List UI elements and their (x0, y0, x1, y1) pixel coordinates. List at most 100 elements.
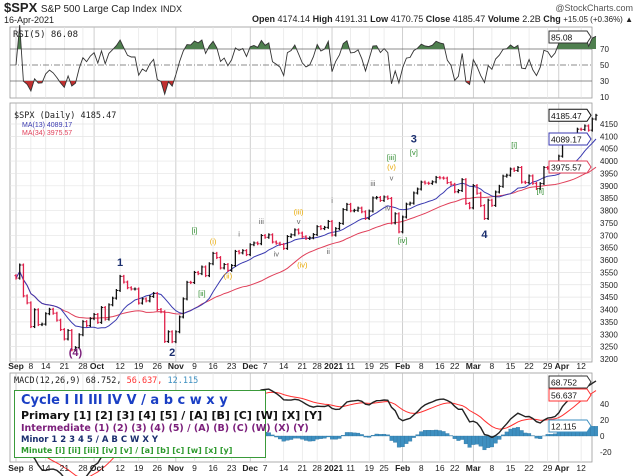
wave-label: (iv) (297, 260, 308, 269)
legend-primary: Primary [1] [2] [3] [4] [5] / [A] [B] [C… (21, 409, 323, 423)
x-tick-label: Oct (90, 361, 104, 371)
high-value: 4191.31 (335, 14, 368, 24)
macd-histogram-bar (266, 432, 271, 437)
macd-histogram-bar (471, 435, 476, 445)
x-tick-label: 22 (450, 361, 460, 371)
macd-histogram-bar (367, 435, 372, 438)
macd-histogram-bar (549, 434, 554, 437)
macd-histogram-bar (296, 435, 301, 439)
price-tick-label: 3250 (600, 343, 618, 352)
wave-label: 1 (117, 257, 123, 269)
rsi-legend: RSI(5) 86.08 (13, 30, 78, 40)
price-tick-label: 3850 (600, 194, 618, 203)
macd-histogram-bar (363, 435, 368, 438)
x-tick-label-bottom: 25 (379, 463, 389, 473)
x-tick-label-bottom: Nov (168, 463, 184, 473)
wave-labels: (4)12[i][ii](i)(ii)iiiiiv(iii)v(iv)iiiii… (69, 134, 544, 359)
x-tick-label-bottom: 8 (29, 463, 34, 473)
x-tick-label-bottom: 14 (41, 463, 51, 473)
macd-histogram-bar (344, 432, 349, 437)
x-tick-label: 23 (227, 361, 237, 371)
axes: SepSep88141421212828OctOct121219192626No… (8, 45, 618, 473)
macd-histogram-bar (445, 433, 450, 437)
macd-histogram-bar (523, 432, 528, 437)
ma13-badge: 4089.17 (551, 135, 582, 145)
rsi-panel (10, 24, 597, 96)
x-tick-label: 19 (134, 361, 144, 371)
exchange: INDX (160, 4, 183, 14)
symbol: $SPX (4, 0, 38, 15)
wave-label: [iii] (387, 153, 396, 162)
macd-histogram-bar (467, 435, 472, 448)
index-name: S&P 500 Large Cap Index (40, 4, 157, 15)
macd-histogram-bar (270, 434, 275, 437)
macd-badge-frame (548, 375, 592, 389)
macd-tick-label: -20 (600, 448, 612, 457)
x-tick-label: Nov (168, 361, 184, 371)
macd-histogram-bar (553, 433, 558, 437)
x-tick-label: 19 (364, 361, 374, 371)
macd-tick-label: 20 (600, 416, 609, 425)
x-tick-label: 21 (60, 361, 70, 371)
legend-minute: Minute [i] [ii] [iii] [iv] [v] / [a] [b]… (21, 445, 233, 455)
x-tick-label-bottom: 28 (78, 463, 88, 473)
open-label: Open (252, 14, 276, 24)
macd-histogram-bar (333, 435, 338, 440)
wave-label: (v) (387, 163, 396, 172)
chg-value: +15.05 (+0.36%) ▲ (563, 15, 633, 24)
rsi-tick-label: 70 (600, 45, 609, 54)
wave-degree-legend: Cycle I II III IV V / a b c w x y Primar… (14, 390, 323, 458)
macd-histogram-bar (493, 435, 498, 444)
rsi-tick-label: 30 (600, 77, 609, 86)
low-label: Low (370, 14, 389, 24)
x-tick-label-bottom: 29 (543, 463, 553, 473)
macd-histogram-bar (311, 435, 316, 442)
macd-histogram-bar (352, 432, 357, 437)
price-tick-label: 4050 (600, 145, 618, 154)
x-tick-label: 25 (379, 361, 389, 371)
x-tick-label: 29 (543, 361, 553, 371)
x-tick-label-bottom: Sep (8, 463, 24, 473)
rsi-line (15, 24, 597, 96)
x-tick-label-bottom: 2021 (324, 463, 343, 473)
wave-label: iv (385, 204, 391, 213)
ma34-badge: 3975.57 (551, 163, 582, 173)
x-tick-label-bottom: Mar (466, 463, 482, 473)
price-panel (14, 113, 598, 352)
macd-signal-badge-frame (548, 388, 592, 402)
wave-label: [v] (410, 148, 418, 157)
price-tick-label: 4150 (600, 120, 618, 129)
macd-histogram-bar (307, 435, 312, 442)
macd-histogram-bar (419, 431, 424, 437)
x-tick-label-bottom: 15 (506, 463, 516, 473)
macd-legend: MACD(12,26,9) 68.752, 56.637, 12.115 (14, 376, 198, 386)
ma13-legend: MA(13) 4089.17 (22, 122, 72, 129)
macd-legend-signal: 56.637, (127, 376, 163, 386)
macd-histogram-bar (370, 435, 375, 437)
x-tick-label-bottom: 22 (450, 463, 460, 473)
x-tick-label: 22 (524, 361, 534, 371)
macd-legend-hist: 12.115 (168, 376, 199, 386)
price-badge: 4185.47 (551, 111, 582, 121)
price-tick-label: 3700 (600, 231, 618, 240)
macd-histogram-bar (292, 435, 297, 439)
wave-label: (i) (210, 237, 217, 246)
macd-histogram-bar (408, 435, 413, 442)
macd-histogram-bar (393, 435, 398, 443)
macd-histogram-bar (289, 435, 294, 440)
macd-histogram-bar (482, 435, 487, 451)
price-legend: $SPX (Daily) 4185.47 (14, 111, 116, 121)
x-tick-label: Apr (555, 361, 570, 371)
x-tick-label: 12 (115, 361, 125, 371)
legend-cycle: Cycle I II III IV V / a b c w x y (21, 393, 228, 408)
price-tick-label: 3950 (600, 169, 618, 178)
macd-histogram-bar (285, 435, 290, 441)
price-tick-label: 3500 (600, 281, 618, 290)
wave-label: (ii) (224, 272, 233, 281)
x-tick-label: Dec (242, 361, 258, 371)
x-tick-label: Feb (395, 361, 410, 371)
brand: @StockCharts.com (555, 3, 633, 13)
price-tick-label: 3400 (600, 306, 618, 315)
close-value: 4185.47 (452, 14, 486, 24)
price-tick-label: 3350 (600, 318, 618, 327)
